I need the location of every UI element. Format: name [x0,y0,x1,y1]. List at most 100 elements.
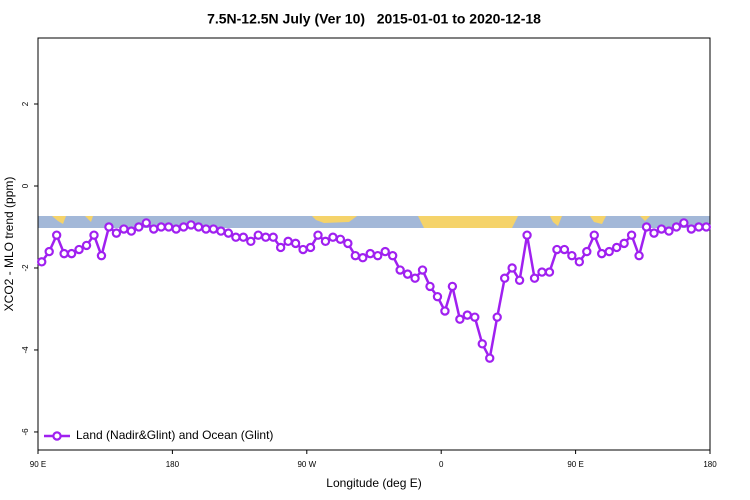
data-point [387,250,398,261]
data-point [544,267,555,277]
data-point [597,248,607,259]
data-point [208,224,219,234]
data-point [59,248,69,259]
data-point [178,222,189,232]
chart-title: 7.5N-12.5N July (Ver 10) 2015-01-01 to 2… [207,11,541,27]
data-point [462,310,473,320]
data-point [74,244,84,255]
data-point [51,230,62,240]
data-point [395,265,405,275]
data-point [126,226,137,236]
data-point [350,250,361,261]
x-tick-label: 180 [703,460,717,469]
y-tick-label: -4 [21,346,30,354]
data-point [238,232,249,242]
data-point [44,246,54,257]
data-point [679,218,689,228]
data-point [552,244,562,255]
data-point [186,220,196,230]
data-point [641,222,652,232]
data-point [193,222,204,232]
y-tick-label: 0 [21,183,30,188]
data-point [425,281,435,292]
data-point [477,339,487,349]
data-point [470,312,480,322]
data-point [432,291,443,302]
data-point [380,246,390,257]
data-point [365,248,375,259]
y-tick-label: 2 [21,101,30,106]
data-point [104,222,114,232]
y-tick-label: -2 [21,264,30,272]
data-point [626,230,637,240]
x-axis-label: Longitude (deg E) [326,476,421,490]
data-point [455,314,465,324]
data-point [343,238,353,249]
data-point [268,232,278,242]
data-point [514,275,525,285]
data-point [440,306,450,316]
y-axis-label: XCO2 - MLO trend (ppm) [2,177,16,312]
data-point [604,246,614,257]
data-point [320,236,331,247]
data-point [686,224,697,234]
data-point [492,312,502,322]
data-point [111,228,122,238]
data-point [335,234,346,244]
data-point [96,250,107,261]
data-point [582,246,592,257]
data-point [66,248,77,259]
x-tick-label: 90 W [297,460,316,469]
series-line [40,221,707,362]
data-point [275,242,286,253]
data-point [358,253,368,263]
x-tick-label: 90 E [567,460,583,469]
data-point [522,230,532,240]
data-point [216,226,226,236]
data-point [134,222,144,232]
data-point [313,230,323,240]
data-point [619,238,629,249]
data-point [373,250,383,261]
data-point [305,242,316,253]
data-point [223,228,234,238]
data-point [37,257,47,267]
data-point [156,222,166,232]
plot-frame [37,37,711,451]
data-point [694,222,704,232]
data-point [283,236,293,247]
data-point [163,222,174,232]
data-point [410,273,420,283]
data-point [417,265,428,275]
data-point [447,281,458,292]
data-point [529,273,540,283]
data-point [171,224,181,234]
x-tick-label: 180 [166,460,180,469]
data-point [261,232,271,242]
data-point [402,269,413,279]
data-point [701,222,711,232]
data-point [328,232,338,242]
data-point [649,228,659,238]
data-point [246,236,256,247]
legend-marker [52,431,62,441]
data-point [119,224,129,234]
data-point [290,238,301,249]
data-point [298,244,308,255]
data-point [253,230,263,240]
data-point [574,257,585,267]
x-tick-label: 90 E [30,460,46,469]
legend-label: Land (Nadir&Glint) and Ocean (Glint) [76,428,273,442]
data-point [634,250,644,261]
data-point [671,222,682,232]
data-point [201,224,211,234]
data-point [589,230,599,240]
data-point [537,267,547,277]
data-point [499,273,510,283]
data-point [81,240,92,251]
y-tick-label: -6 [21,428,30,436]
data-point [567,250,577,261]
data-point [231,232,241,242]
x-tick-label: 0 [439,460,444,469]
